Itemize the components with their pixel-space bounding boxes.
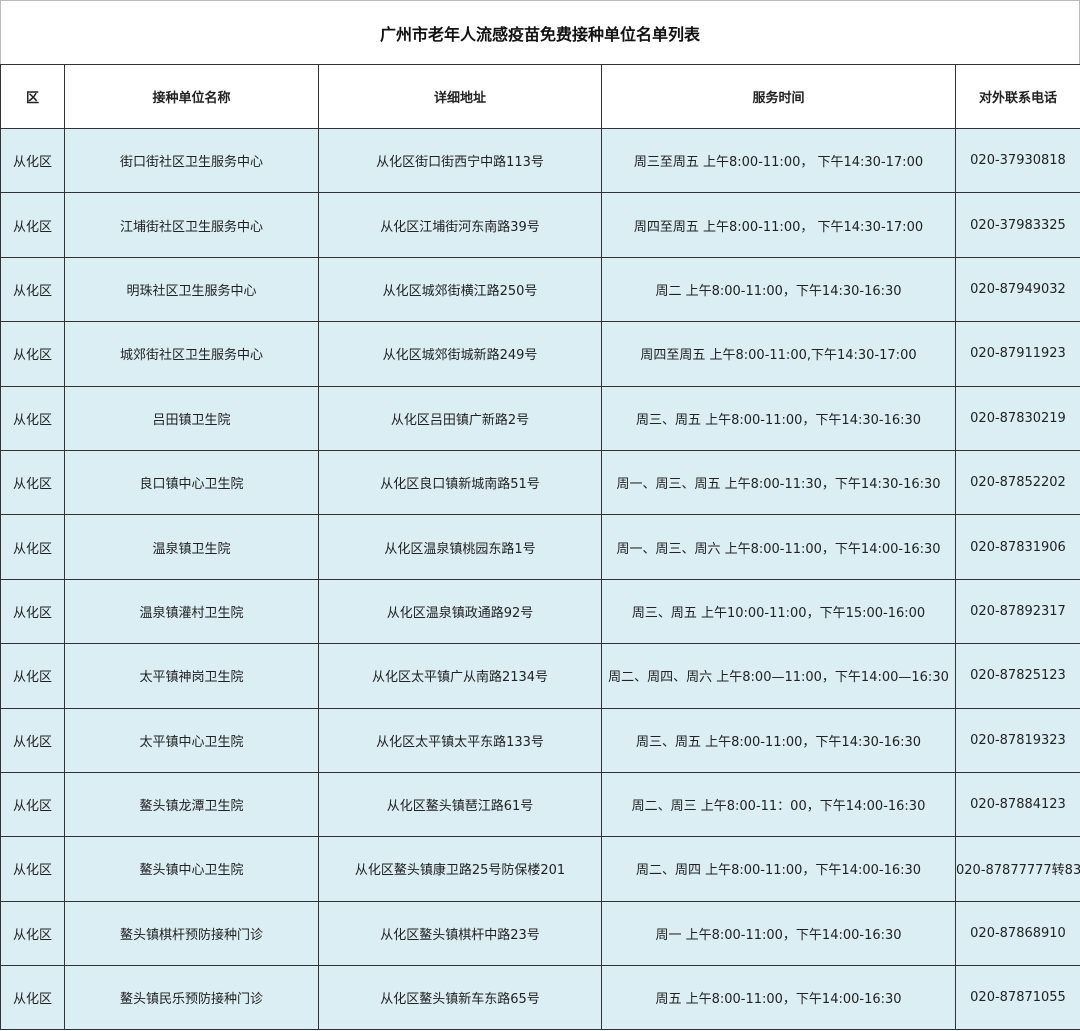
table-cell: 从化区 [0,771,65,838]
table-cell: 020-87830219 [955,385,1080,451]
table-cell: 江埔街社区卫生服务中心 [64,192,319,258]
table-row: 从化区 温泉镇卫生院 从化区温泉镇桃园东路1号 周一、周三、周六 上午8:00-11:… [0,514,1080,580]
table-cell: 从化区温泉镇政通路92号 [318,578,602,645]
table-cell: 周一、周三、周五 上午8:00-11:30，下午14:30-16:30 [601,449,956,516]
table-row: 从化区 鳌头镇中心卫生院 从化区鳌头镇康卫路25号防保楼201 周二、周四 上午8:0… [0,836,1080,902]
table-row: 从化区 太平镇中心卫生院 从化区太平镇太平东路133号 周三、周五 上午8:00-11… [0,707,1080,773]
table-cell: 从化区江埔街河东南路39号 [318,192,602,258]
table-title: 广州市老年人流感疫苗免费接种单位名单列表 [0,0,1080,65]
table-cell: 020-87852202 [955,449,1080,516]
table-cell: 020-37983325 [955,192,1080,258]
table-cell: 吕田镇卫生院 [64,385,319,451]
table-cell: 周一、周三、周六 上午8:00-11:00，下午14:00-16:30 [601,514,956,580]
table-row: 从化区 吕田镇卫生院 从化区吕田镇广新路2号 周三、周五 上午8:00-11:00，下… [0,385,1080,451]
table-row: 从化区 鳌头镇民乐预防接种门诊 从化区鳌头镇新车东路65号 周五 上午8:00-11:… [0,965,1080,1031]
vaccine-table: 区接种单位名称 详细地址 服务时间 对外联系电话 从化区 街口街社区卫生服务中心 从化区街… [0,64,1080,1031]
table-cell: 020-87884123 [955,771,1080,838]
table-cell: 从化区 [0,192,65,258]
table-cell: 周二、周四 上午8:00-11:00，下午14:00-16:30 [601,836,956,902]
table-cell: 从化区 [0,643,65,709]
table-cell: 从化区 [0,449,65,516]
table-cell: 周一 上午8:00-11:00，下午14:00-16:30 [601,900,956,967]
table-cell: 从化区 [0,127,65,194]
table-cell: 020-87911923 [955,321,1080,387]
table-cell: 020-87949032 [955,256,1080,323]
table-cell: 从化区良口镇新城南路51号 [318,449,602,516]
table-body: 从化区 街口街社区卫生服务中心 从化区街口街西宁中路113号 周三至周五 上午8:00… [0,127,1080,1031]
table-cell: 鳌头镇民乐预防接种门诊 [64,965,319,1031]
table-cell: 从化区 [0,256,65,323]
table-cell: 从化区 [0,900,65,967]
table-cell: 太平镇神岗卫生院 [64,643,319,709]
column-header: 详细地址 [318,64,602,129]
table-cell: 从化区 [0,707,65,773]
table-cell: 020-87825123 [955,643,1080,709]
table-cell: 温泉镇灌村卫生院 [64,578,319,645]
table-cell: 鳌头镇龙潭卫生院 [64,771,319,838]
table-cell: 从化区城郊街横江路250号 [318,256,602,323]
table-cell: 良口镇中心卫生院 [64,449,319,516]
table-cell: 周二、周四、周六 上午8:00—11:00，下午14:00—16:30 [601,643,956,709]
table-cell: 温泉镇卫生院 [64,514,319,580]
table-row: 从化区 温泉镇灌村卫生院 从化区温泉镇政通路92号 周三、周五 上午10:00-11:… [0,578,1080,645]
table-cell: 020-87831906 [955,514,1080,580]
table-row: 从化区 鳌头镇棋杆预防接种门诊 从化区鳌头镇棋杆中路23号 周一 上午8:00-11:… [0,900,1080,967]
header-row: 区接种单位名称 详细地址 服务时间 对外联系电话 [0,64,1080,129]
table-cell: 从化区太平镇太平东路133号 [318,707,602,773]
column-header: 服务时间 [601,64,956,129]
table-cell: 从化区 [0,836,65,902]
table-cell: 周四至周五 上午8:00-11:00， 下午14:30-17:00 [601,192,956,258]
table-cell: 020-87819323 [955,707,1080,773]
table-cell: 020-87871055 [955,965,1080,1031]
table-row: 从化区 城郊街社区卫生服务中心 从化区城郊街城新路249号 周四至周五 上午8:00-… [0,321,1080,387]
table-cell: 太平镇中心卫生院 [64,707,319,773]
table-cell: 020-37930818 [955,127,1080,194]
column-header: 对外联系电话 [955,64,1080,129]
table-cell: 020-87868910 [955,900,1080,967]
table-cell: 从化区温泉镇桃园东路1号 [318,514,602,580]
table-row: 从化区 太平镇神岗卫生院 从化区太平镇广从南路2134号 周二、周四、周六 上午8:0… [0,643,1080,709]
table-row: 从化区 街口街社区卫生服务中心 从化区街口街西宁中路113号 周三至周五 上午8:00… [0,127,1080,194]
table-cell: 从化区鳌头镇康卫路25号防保楼201 [318,836,602,902]
table-cell: 从化区鳌头镇琶江路61号 [318,771,602,838]
table-cell: 从化区太平镇广从南路2134号 [318,643,602,709]
table-cell: 从化区 [0,514,65,580]
table-cell: 从化区 [0,385,65,451]
table-cell: 从化区 [0,321,65,387]
table-cell: 周二、周三 上午8:00-11：00，下午14:00-16:30 [601,771,956,838]
table-row: 从化区 良口镇中心卫生院 从化区良口镇新城南路51号 周一、周三、周五 上午8:00-… [0,449,1080,516]
column-header: 区 [0,64,65,129]
table-cell: 从化区 [0,578,65,645]
table-cell: 鳌头镇棋杆预防接种门诊 [64,900,319,967]
table-cell: 周二 上午8:00-11:00，下午14:30-16:30 [601,256,956,323]
table-cell: 从化区鳌头镇棋杆中路23号 [318,900,602,967]
table-cell: 鳌头镇中心卫生院 [64,836,319,902]
table-cell: 周五 上午8:00-11:00，下午14:00-16:30 [601,965,956,1031]
table-cell: 街口街社区卫生服务中心 [64,127,319,194]
table-row: 从化区 鳌头镇龙潭卫生院 从化区鳌头镇琶江路61号 周二、周三 上午8:00-11：0… [0,771,1080,838]
table-cell: 020-87892317 [955,578,1080,645]
table-cell: 从化区吕田镇广新路2号 [318,385,602,451]
table-cell: 周三、周五 上午8:00-11:00，下午14:30-16:30 [601,385,956,451]
column-header: 接种单位名称 [64,64,319,129]
table-cell: 从化区城郊街城新路249号 [318,321,602,387]
table-cell: 周四至周五 上午8:00-11:00,下午14:30-17:00 [601,321,956,387]
table-cell: 周三、周五 上午8:00-11:00，下午14:30-16:30 [601,707,956,773]
table-row: 从化区 江埔街社区卫生服务中心 从化区江埔街河东南路39号 周四至周五 上午8:00-… [0,192,1080,258]
table-cell: 明珠社区卫生服务中心 [64,256,319,323]
table-cell: 周三、周五 上午10:00-11:00，下午15:00-16:00 [601,578,956,645]
table-cell: 周三至周五 上午8:00-11:00， 下午14:30-17:00 [601,127,956,194]
table-cell: 从化区 [0,965,65,1031]
table-cell: 从化区鳌头镇新车东路65号 [318,965,602,1031]
table-cell: 从化区街口街西宁中路113号 [318,127,602,194]
table-cell: 城郊街社区卫生服务中心 [64,321,319,387]
table-cell: 020-87877777转837 [955,836,1080,902]
table-row: 从化区 明珠社区卫生服务中心 从化区城郊街横江路250号 周二 上午8:00-11:0… [0,256,1080,323]
